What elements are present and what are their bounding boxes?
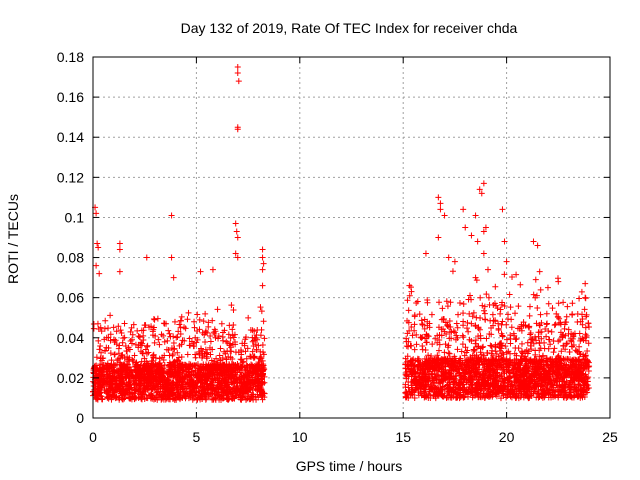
data-point-marker	[138, 339, 145, 346]
data-point-marker	[229, 326, 236, 333]
data-points	[90, 64, 593, 403]
data-point-marker	[115, 356, 122, 363]
y-tick-label: 0.1	[65, 209, 85, 225]
data-point-marker	[177, 330, 184, 337]
y-tick-label: 0.18	[57, 49, 84, 65]
y-tick-label: 0.12	[57, 169, 84, 185]
data-point-marker	[218, 320, 225, 327]
y-tick-label: 0.14	[57, 129, 84, 145]
data-point-marker	[142, 346, 149, 353]
data-point-marker	[142, 322, 149, 329]
data-point-marker	[225, 331, 232, 338]
data-point-marker	[117, 327, 124, 334]
data-point-marker	[118, 330, 125, 337]
data-point-marker	[121, 320, 128, 327]
data-point-marker	[177, 324, 184, 331]
data-point-marker	[140, 332, 147, 339]
x-axis-label: GPS time / hours	[296, 458, 403, 474]
data-point-marker	[161, 338, 168, 345]
data-point-marker	[101, 325, 108, 332]
data-point-marker	[164, 337, 171, 344]
x-tick-label: 0	[89, 429, 97, 445]
data-point-marker	[243, 355, 250, 362]
data-point-marker	[184, 316, 191, 323]
data-point-marker	[107, 350, 114, 357]
data-point-marker	[166, 330, 173, 337]
x-tick-label: 15	[395, 429, 411, 445]
data-point-marker	[102, 347, 109, 354]
data-point-marker	[127, 337, 134, 344]
data-point-marker	[261, 335, 268, 342]
data-point-marker	[155, 336, 162, 343]
data-point-marker	[105, 325, 112, 332]
data-point-marker	[212, 334, 219, 341]
x-tick-label: 25	[602, 429, 618, 445]
data-point-marker	[128, 324, 135, 331]
data-point-marker	[144, 342, 151, 349]
data-point-marker	[207, 338, 214, 345]
data-point-marker	[207, 332, 214, 339]
data-point-marker	[159, 354, 166, 361]
data-point-marker	[181, 337, 188, 344]
y-tick-label: 0.06	[57, 290, 84, 306]
data-point-marker	[145, 349, 152, 356]
data-point-marker	[184, 351, 191, 358]
y-tick-label: 0.02	[57, 370, 84, 386]
data-point-marker	[258, 308, 265, 315]
data-point-marker	[98, 349, 105, 356]
y-tick-label: 0.08	[57, 250, 84, 266]
data-point-marker	[115, 323, 122, 330]
data-point-marker	[161, 361, 168, 368]
data-point-marker	[174, 349, 181, 356]
data-point-marker	[260, 318, 267, 325]
data-point-marker	[113, 341, 120, 348]
data-point-marker	[220, 337, 227, 344]
y-tick-label: 0	[76, 410, 84, 426]
data-point-marker	[202, 310, 209, 317]
data-point-marker	[207, 351, 214, 358]
data-point-marker	[102, 317, 109, 324]
x-tick-label: 20	[499, 429, 515, 445]
data-point-marker	[107, 312, 114, 319]
data-point-marker	[165, 327, 172, 334]
x-tick-label: 5	[193, 429, 201, 445]
x-tick-label: 10	[292, 429, 308, 445]
data-point-marker	[110, 336, 117, 343]
data-point-marker	[171, 318, 178, 325]
y-tick-label: 0.04	[57, 330, 84, 346]
data-point-marker	[167, 379, 174, 386]
y-axis-label: ROTI / TECUs	[5, 194, 21, 284]
chart-title: Day 132 of 2019, Rate Of TEC Index for r…	[181, 20, 518, 36]
y-tick-label: 0.16	[57, 89, 84, 105]
data-point-marker	[202, 339, 209, 346]
